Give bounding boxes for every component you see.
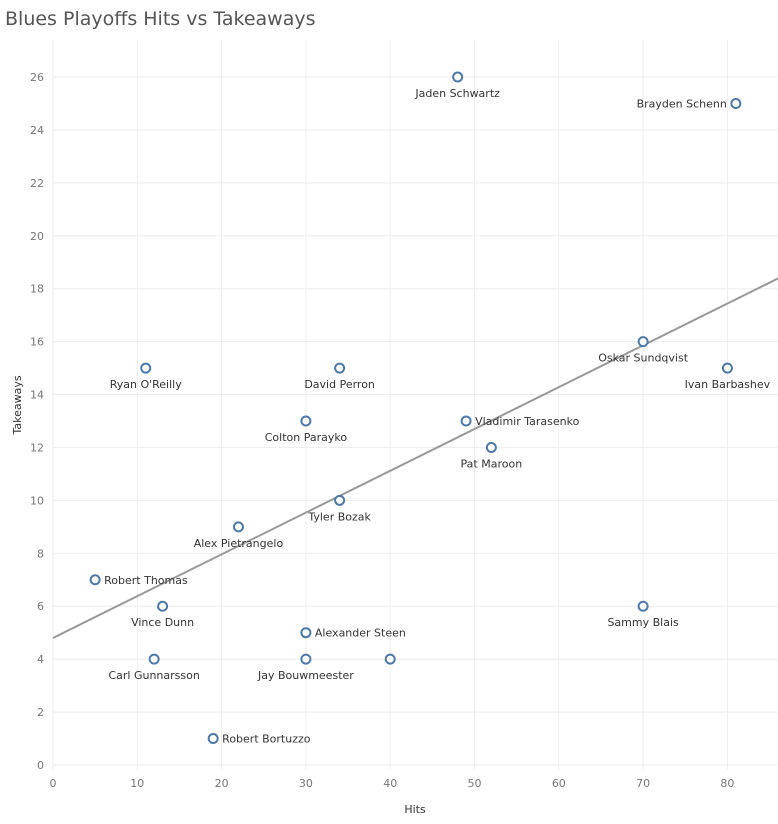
y-tick-label: 26	[30, 71, 44, 84]
point-label: Carl Gunnarsson	[108, 669, 199, 682]
point-label: Alexander Steen	[315, 627, 406, 640]
data-point	[89, 574, 101, 586]
x-tick-label: 60	[552, 777, 566, 790]
gridlines	[52, 40, 778, 770]
point-label: Tyler Bozak	[307, 510, 371, 523]
data-point	[485, 441, 497, 453]
x-tick-label: 20	[215, 777, 229, 790]
y-tick-label: 0	[37, 759, 44, 772]
x-tick-label: 40	[383, 777, 397, 790]
data-point	[300, 627, 312, 639]
data-point	[300, 415, 312, 427]
trend-line	[52, 277, 778, 639]
y-tick-label: 8	[37, 547, 44, 560]
data-points: Jaden Schwartz Brayden Schenn Oskar Sundqv…	[89, 71, 771, 746]
y-axis-label: Takeaways	[11, 375, 24, 435]
data-point	[207, 733, 219, 745]
point-label: Robert Bortuzzo	[222, 733, 311, 746]
point-label: Jay Bouwmeester	[257, 669, 354, 682]
data-point	[232, 521, 244, 533]
data-point	[300, 653, 312, 665]
point-label: Vince Dunn	[131, 616, 194, 629]
data-point	[334, 494, 346, 506]
y-tick-label: 24	[30, 124, 44, 137]
y-tick-label: 10	[30, 494, 44, 507]
point-label: Ivan Barbashev	[685, 378, 771, 391]
data-point	[157, 600, 169, 612]
data-point	[452, 71, 464, 83]
point-label: Sammy Blais	[607, 616, 679, 629]
y-tick-label: 18	[30, 283, 44, 296]
y-tick-label: 6	[37, 600, 44, 613]
data-point	[460, 415, 472, 427]
chart-title: Blues Playoffs Hits vs Takeaways	[5, 8, 316, 30]
x-tick-label: 70	[636, 777, 650, 790]
y-tick-label: 20	[30, 230, 44, 243]
point-label: Oskar Sundqvist	[598, 352, 689, 365]
point-label: Vladimir Tarasenko	[475, 415, 580, 428]
data-point	[148, 653, 160, 665]
data-point	[334, 362, 346, 374]
y-tick-label: 16	[30, 336, 44, 349]
point-label: Colton Parayko	[265, 431, 348, 444]
data-point	[721, 362, 733, 374]
point-label: Jaden Schwartz	[414, 87, 500, 100]
x-tick-label: 30	[299, 777, 313, 790]
data-point	[140, 362, 152, 374]
x-tick-label: 0	[50, 777, 57, 790]
point-label: Brayden Schenn	[637, 98, 727, 111]
point-label: David Perron	[304, 378, 375, 391]
data-point	[730, 98, 742, 110]
y-tick-label: 22	[30, 177, 44, 190]
y-tick-label: 14	[30, 389, 44, 402]
data-point	[637, 600, 649, 612]
x-axis-label: Hits	[404, 803, 426, 816]
point-label: Alex Pietrangelo	[194, 537, 284, 550]
data-point	[637, 336, 649, 348]
point-label: Ryan O'Reilly	[110, 378, 183, 391]
y-tick-label: 4	[37, 653, 44, 666]
x-tick-label: 80	[720, 777, 734, 790]
y-tick-label: 12	[30, 441, 44, 454]
point-label: Pat Maroon	[461, 457, 523, 470]
x-tick-label: 50	[468, 777, 482, 790]
data-point	[384, 653, 396, 665]
point-label: Robert Thomas	[104, 574, 188, 587]
x-tick-label: 10	[130, 777, 144, 790]
y-tick-label: 2	[37, 706, 44, 719]
